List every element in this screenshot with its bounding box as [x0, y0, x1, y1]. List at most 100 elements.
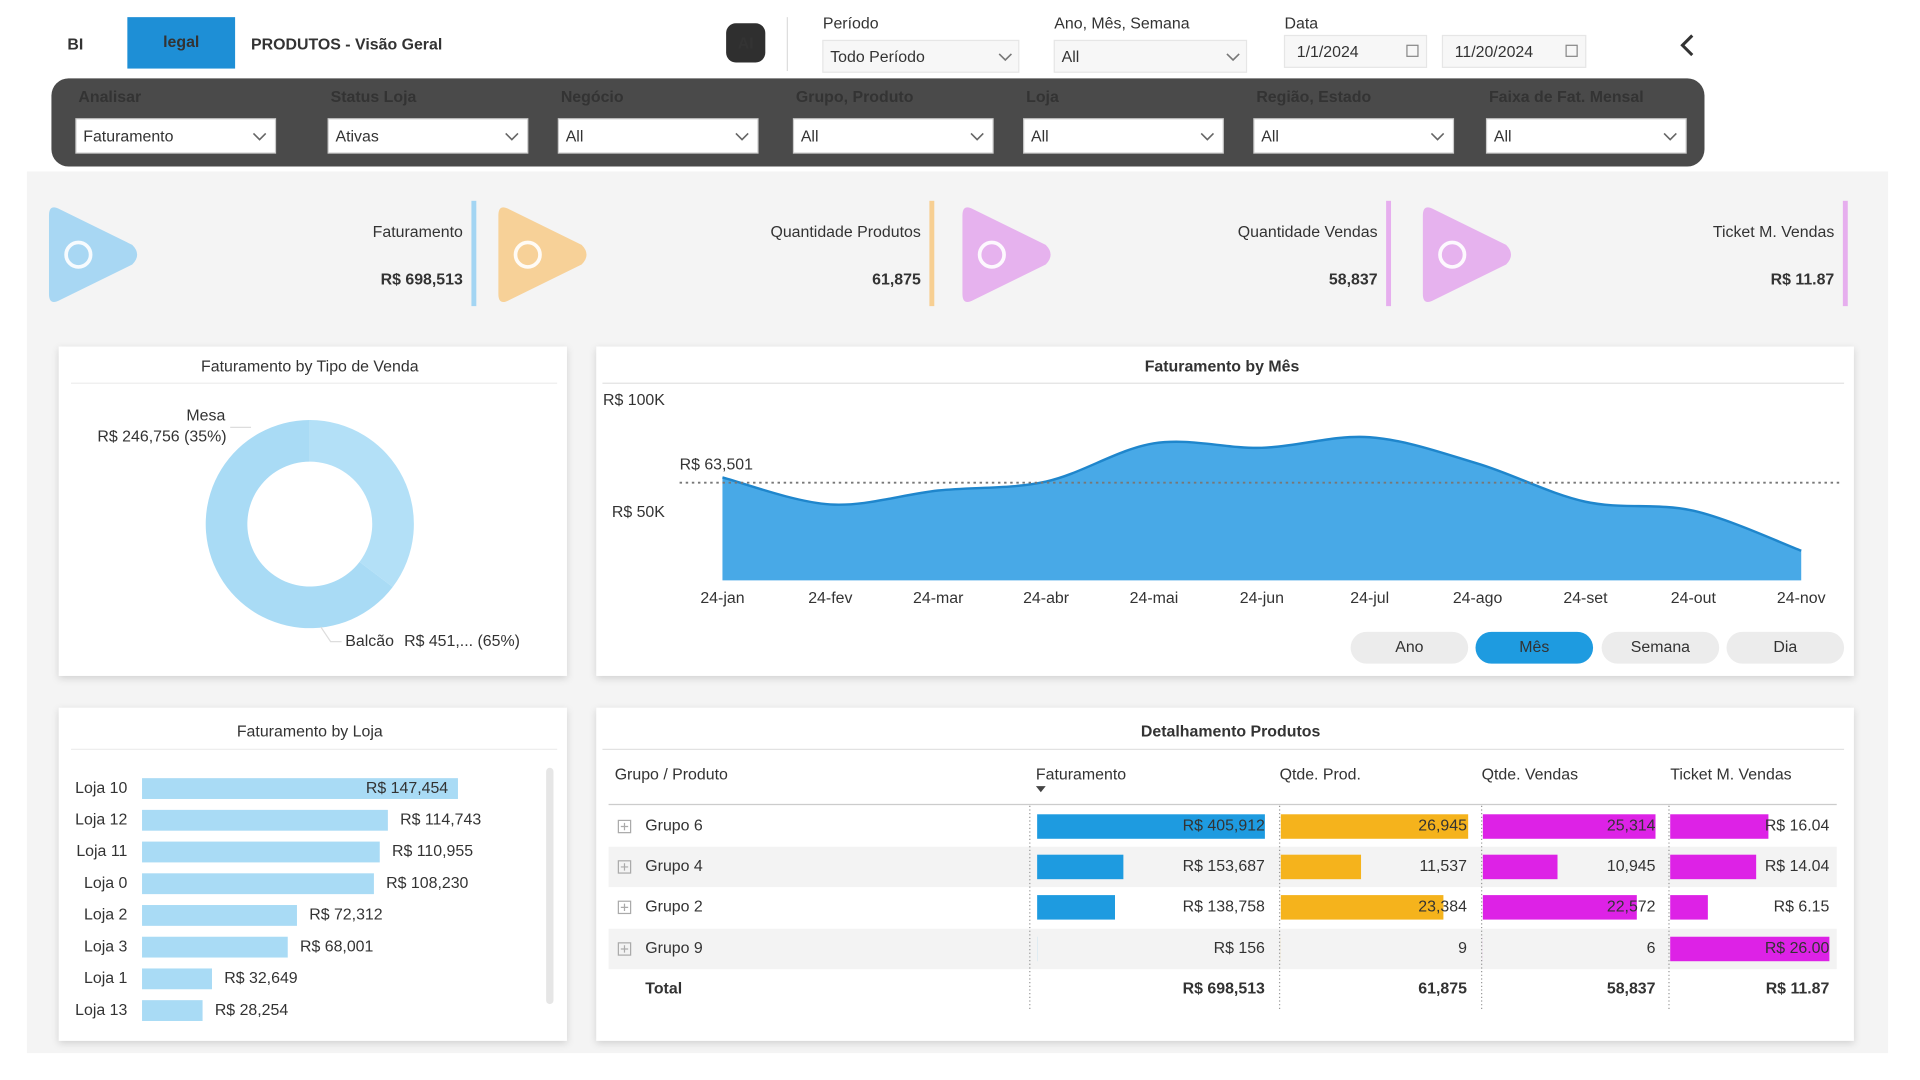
total-value: R$ 698,513 [1183, 981, 1265, 998]
area [722, 436, 1802, 581]
row-band [608, 846, 1837, 888]
row-band [608, 928, 1837, 970]
filter-label: Negócio [561, 89, 624, 106]
page-title: PRODUTOS - Visão Geral [251, 37, 442, 54]
cell-value: R$ 26.00 [1765, 940, 1830, 957]
expand-icon[interactable] [617, 900, 632, 915]
period-button-label[interactable]: Semana [1631, 639, 1690, 656]
kpi-icon [962, 207, 1051, 303]
bar [142, 905, 297, 926]
filter-value: Ativas [336, 128, 379, 145]
total-value: 58,837 [1607, 981, 1656, 998]
dropdown-arrow [1226, 53, 1240, 62]
bar [142, 968, 212, 990]
period-button[interactable] [1726, 631, 1845, 664]
date-input[interactable] [1283, 34, 1428, 68]
expand-plus [620, 945, 629, 953]
donut-slice [309, 420, 414, 587]
dropdown[interactable] [557, 118, 759, 154]
x-tick-label: 24-mar [913, 590, 964, 607]
expand-icon[interactable] [617, 942, 632, 956]
dropdown[interactable] [822, 39, 1020, 73]
period-button[interactable] [1601, 631, 1720, 664]
x-tick-label: 24-jul [1350, 590, 1389, 607]
expand-plus [620, 822, 629, 831]
x-tick-label: 24-abr [1023, 590, 1070, 607]
bar [142, 841, 380, 863]
cell-value: R$ 405,912 [1183, 818, 1265, 835]
column-header: Qtde. Prod. [1280, 766, 1361, 783]
filter-value: All [1261, 128, 1279, 145]
expand-plus [620, 863, 629, 871]
y-tick-label: Loja 1 [84, 970, 127, 987]
period-button-label[interactable]: Mês [1519, 639, 1549, 656]
filter-value: All [566, 128, 584, 145]
data-bar [1482, 895, 1637, 920]
dropdown-arrow [970, 132, 984, 141]
bar [142, 873, 374, 895]
kpi-label: Ticket M. Vendas [1713, 224, 1834, 241]
cell-value: 11,537 [1419, 858, 1467, 875]
filter-value: All [1062, 49, 1080, 66]
filter-label: Faixa de Fat. Mensal [1489, 89, 1644, 106]
cell-value: 26,945 [1418, 818, 1467, 835]
data-bar [1670, 895, 1708, 920]
column-header: Ticket M. Vendas [1670, 766, 1791, 783]
data-bar [1670, 854, 1757, 880]
bar [142, 809, 388, 831]
period-button-label[interactable]: Ano [1395, 639, 1423, 656]
y-tick-label: R$ 50K [612, 504, 665, 521]
dropdown-arrow [1200, 132, 1215, 141]
average-label: R$ 63,501 [680, 457, 754, 474]
y-tick-label: Loja 0 [84, 875, 127, 892]
y-tick-label: Loja 11 [76, 843, 127, 860]
period-button[interactable] [1475, 631, 1594, 664]
total-value: 61,875 [1418, 981, 1467, 998]
y-tick-label: Loja 13 [75, 1002, 127, 1019]
dropdown-arrow [252, 132, 267, 141]
slice-value: R$ 246,756 (35%) [97, 428, 226, 445]
dropdown[interactable] [1485, 118, 1687, 154]
dropdown[interactable] [1023, 118, 1224, 154]
bar-label: R$ 110,955 [392, 843, 473, 860]
dropdown[interactable] [792, 118, 994, 154]
data-bar [1280, 854, 1362, 880]
cell-value: 6 [1647, 940, 1656, 957]
dropdown[interactable] [1053, 39, 1248, 73]
filter-label: Ano, Mês, Semana [1054, 16, 1189, 33]
cell-value: 9 [1458, 940, 1467, 957]
period-button[interactable] [1350, 631, 1469, 664]
cell-value: R$ 138,758 [1183, 899, 1265, 916]
data-bar [1037, 814, 1265, 839]
filter-label: Analisar [78, 89, 141, 106]
scrollbar[interactable] [546, 767, 554, 1005]
filter-label: Região, Estado [1256, 89, 1371, 106]
kpi-value: R$ 698,513 [381, 272, 463, 289]
ai-button[interactable]: AI [738, 35, 754, 52]
collapse-button[interactable] [1680, 34, 1694, 57]
filter-label: Grupo, Produto [796, 89, 914, 106]
dropdown-arrow [998, 53, 1012, 62]
period-button-label[interactable]: Dia [1773, 639, 1797, 656]
y-tick-label: R$ 100K [603, 392, 665, 409]
expand-icon[interactable] [617, 860, 632, 874]
dropdown[interactable] [75, 118, 277, 154]
filter-value: All [1031, 128, 1049, 145]
dropdown[interactable] [1253, 118, 1455, 154]
slice-label: Balcão [345, 633, 394, 650]
cell-value: 22,572 [1607, 899, 1656, 916]
dropdown[interactable] [327, 118, 529, 154]
date-input[interactable] [1441, 34, 1587, 68]
total-value: R$ 11.87 [1766, 981, 1830, 998]
donut-slice [205, 420, 393, 629]
y-tick-label: Loja 12 [75, 811, 127, 828]
x-tick-label: 24-out [1671, 590, 1717, 607]
kpi-value: 61,875 [872, 272, 921, 289]
kpi-value: R$ 11.87 [1771, 272, 1835, 289]
expand-icon[interactable] [617, 819, 632, 834]
cell-value: 25,314 [1607, 818, 1656, 835]
filter-label: Loja [1026, 89, 1059, 106]
dropdown-arrow [1430, 132, 1445, 141]
bar-label: R$ 28,254 [215, 1002, 289, 1019]
